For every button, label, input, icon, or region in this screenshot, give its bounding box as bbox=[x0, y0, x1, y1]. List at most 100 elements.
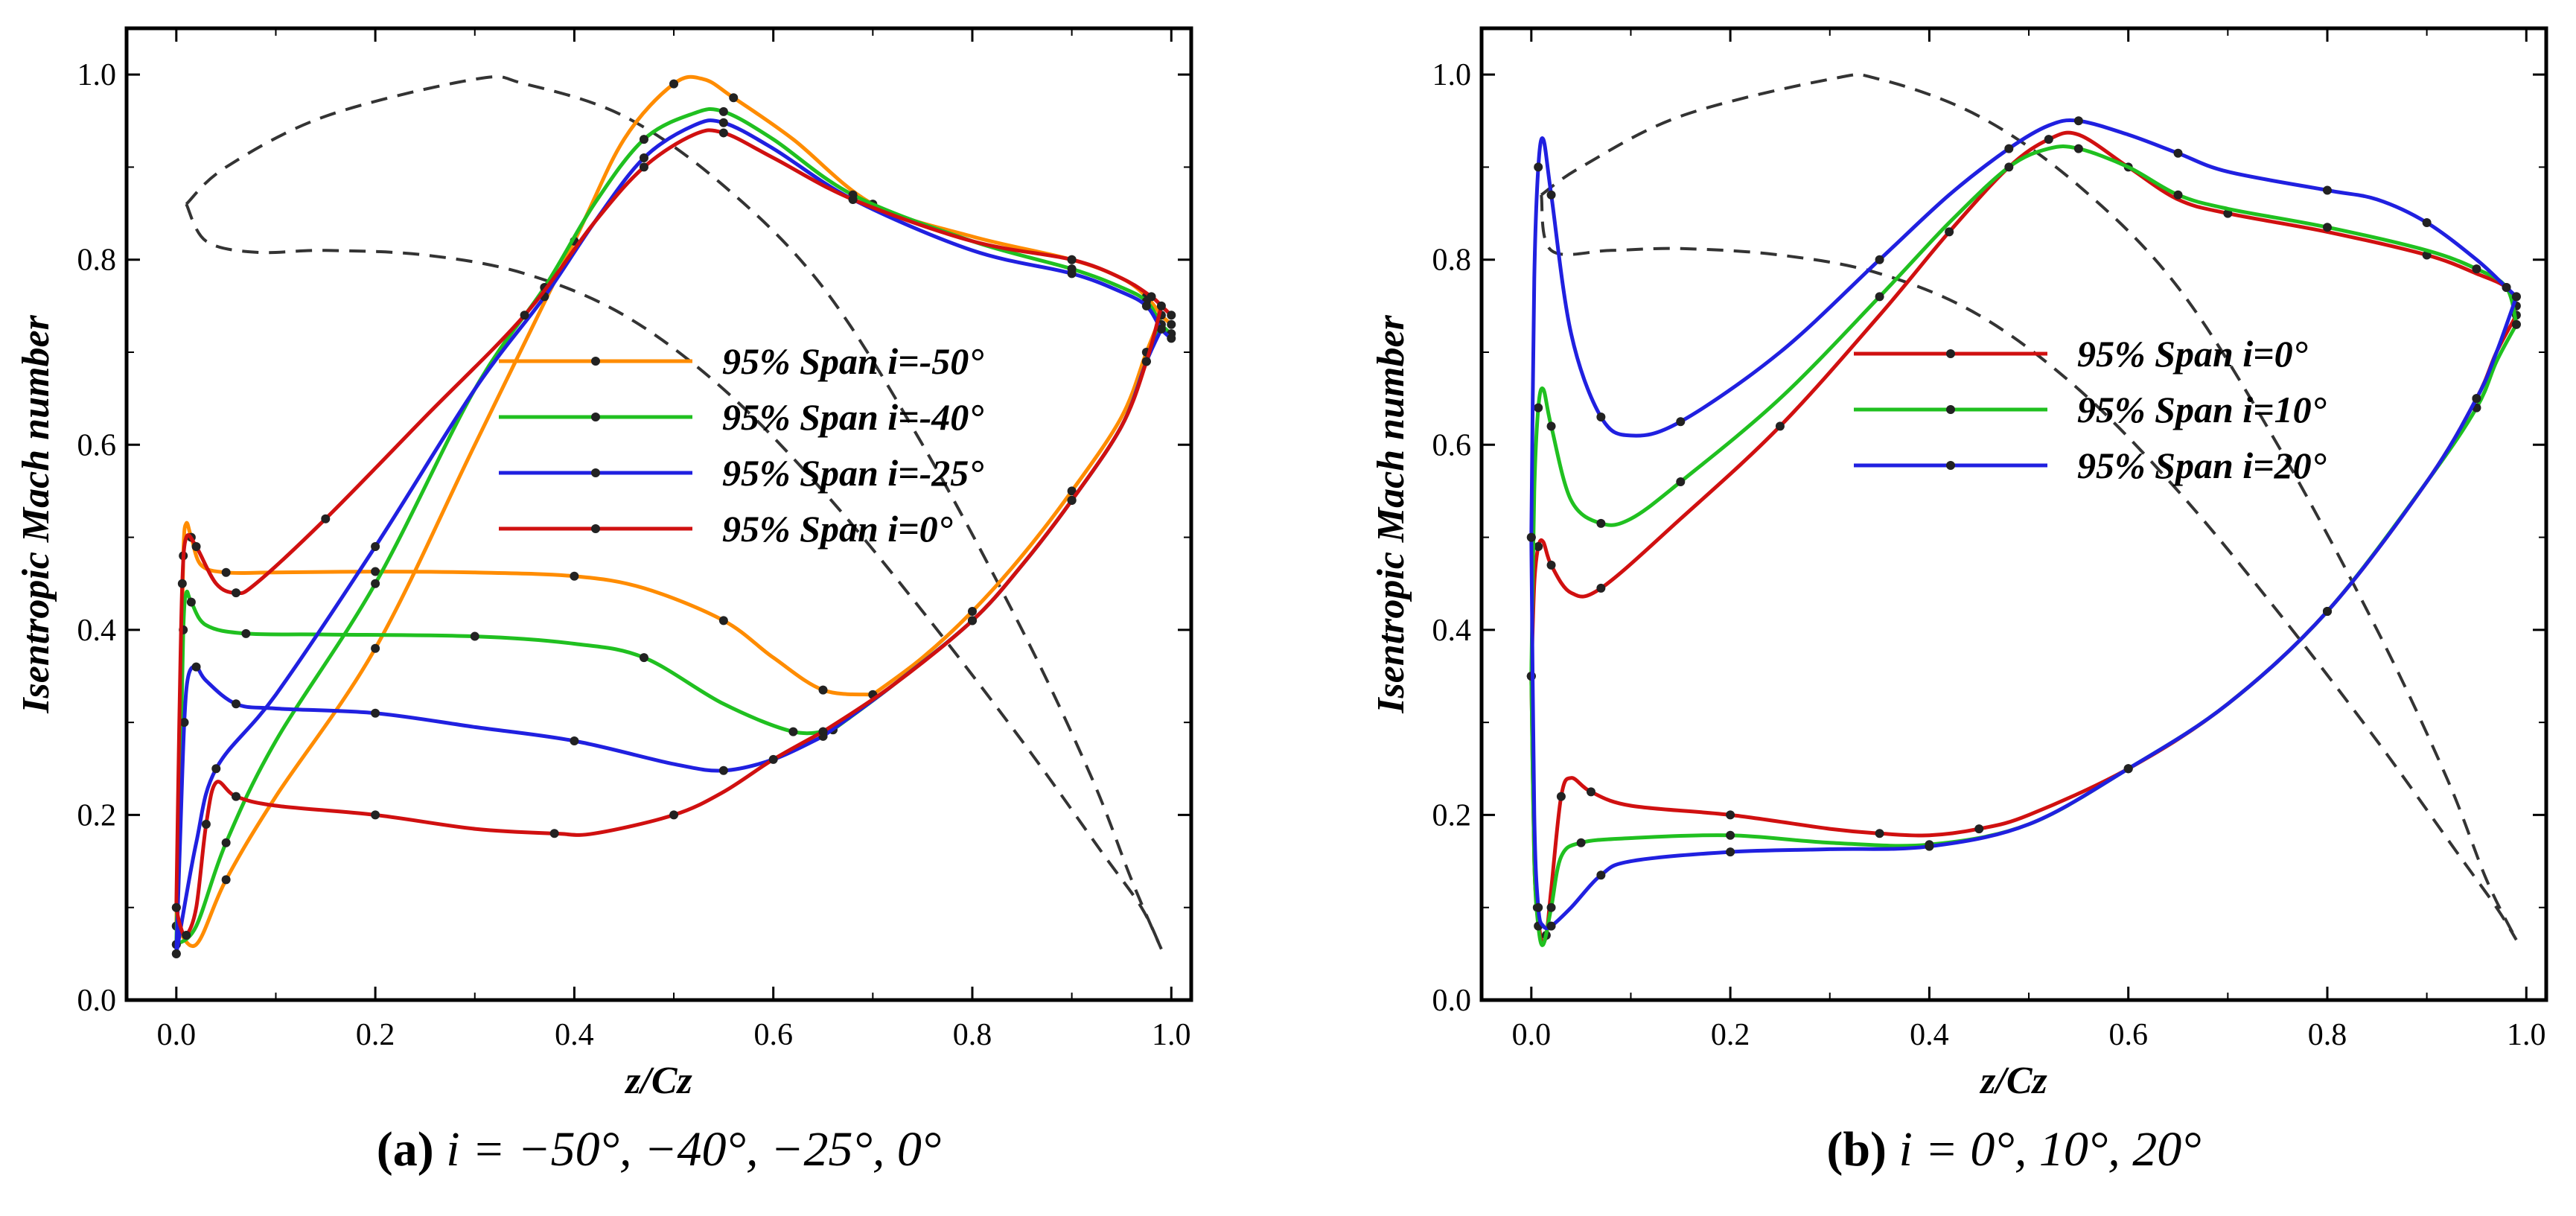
data-point bbox=[371, 810, 380, 820]
y-tick-label: 1.0 bbox=[77, 58, 117, 92]
data-point bbox=[718, 616, 728, 625]
data-point bbox=[639, 135, 648, 144]
series-3 bbox=[1526, 116, 2521, 931]
data-point bbox=[191, 662, 201, 672]
data-point bbox=[232, 699, 241, 709]
data-point bbox=[1556, 792, 1566, 801]
x-tick-label: 1.0 bbox=[2507, 1018, 2546, 1052]
data-point bbox=[639, 653, 648, 663]
x-axis-title: z/Cz bbox=[1979, 1060, 2047, 1102]
data-point bbox=[1141, 301, 1151, 311]
data-point bbox=[191, 542, 201, 551]
legend-marker-4 bbox=[591, 524, 600, 533]
data-point bbox=[818, 727, 828, 736]
data-point bbox=[1676, 477, 1686, 486]
y-axis-title: Isentropic Mach number bbox=[1370, 314, 1412, 713]
series-line-pressure bbox=[1529, 118, 2518, 538]
data-point bbox=[321, 514, 331, 523]
data-point bbox=[1167, 319, 1176, 329]
x-tick-label: 0.6 bbox=[753, 1018, 793, 1052]
data-point bbox=[848, 194, 858, 204]
legend-marker-1 bbox=[1946, 349, 1955, 358]
data-point bbox=[371, 567, 380, 576]
legend-label-1: 95% Span i=0° bbox=[2077, 333, 2308, 375]
legend-label-3: 95% Span i=20° bbox=[2077, 445, 2327, 486]
y-tick-label: 0.8 bbox=[77, 243, 117, 278]
x-tick-label: 0.8 bbox=[2308, 1018, 2347, 1052]
legend-marker-2 bbox=[1946, 405, 1955, 414]
caption-text: i = 0°, 10°, 20° bbox=[1887, 1122, 2202, 1177]
data-point bbox=[2502, 283, 2511, 292]
blade-profile-lower bbox=[185, 203, 1163, 950]
x-tick-label: 0.4 bbox=[555, 1018, 594, 1052]
data-point bbox=[1534, 403, 1543, 413]
chart-panel-b: 0.0 0.0 0.2 0.2 0.4 0.4 0.6 0.6 0.8 0.8 1.0 1.0 z/Cz… bbox=[1370, 26, 2548, 1177]
y-tick-label: 0.6 bbox=[1432, 428, 1472, 462]
data-point bbox=[2472, 264, 2481, 274]
series-line-lower bbox=[871, 314, 1164, 696]
legend-label-3: 95% Span i=-25° bbox=[722, 452, 983, 494]
data-point bbox=[1546, 421, 1556, 431]
data-point bbox=[186, 597, 196, 607]
data-point bbox=[1546, 903, 1556, 912]
data-point bbox=[718, 765, 728, 775]
x-tick-label: 0.4 bbox=[1910, 1018, 1949, 1052]
data-point bbox=[1067, 255, 1077, 264]
data-point bbox=[1875, 292, 1884, 302]
data-point bbox=[182, 931, 191, 940]
data-point bbox=[1596, 870, 1606, 880]
caption-letter: (b) bbox=[1826, 1122, 1887, 1177]
blade-profile-lower bbox=[1540, 194, 2518, 941]
data-point bbox=[1775, 421, 1785, 431]
data-point bbox=[1875, 829, 1884, 838]
data-point bbox=[177, 579, 187, 588]
series-line-lower bbox=[822, 305, 1164, 733]
data-point bbox=[1534, 903, 1543, 912]
y-tick-label: 1.0 bbox=[1432, 58, 1472, 92]
data-point bbox=[729, 93, 739, 103]
data-point bbox=[1156, 301, 1166, 311]
data-point bbox=[718, 128, 728, 138]
series-line-suction bbox=[1529, 296, 2519, 931]
legend-label-2: 95% Span i=-40° bbox=[722, 396, 983, 438]
data-point bbox=[1546, 921, 1556, 931]
data-point bbox=[221, 838, 231, 847]
chart-panel-a: 0.0 0.0 0.2 0.2 0.4 0.4 0.6 0.6 0.8 0.8 1.0 1.0 z/Cz… bbox=[15, 26, 1193, 1177]
data-point bbox=[1156, 324, 1166, 334]
data-point bbox=[232, 792, 241, 801]
legend: 95% Span i=0° 95% Span i=10° 95% Span i=20… bbox=[1854, 333, 2327, 486]
series-line-suction bbox=[174, 589, 834, 945]
blade-profile-upper bbox=[1540, 73, 2518, 941]
data-point bbox=[241, 628, 251, 638]
data-point bbox=[1067, 486, 1077, 496]
data-point bbox=[2173, 148, 2183, 158]
data-point bbox=[1925, 841, 1934, 851]
data-point bbox=[1945, 227, 1954, 237]
data-point bbox=[2322, 223, 2332, 232]
plot-frame bbox=[124, 26, 1193, 1002]
data-point bbox=[1726, 810, 1735, 820]
legend-marker-3 bbox=[1946, 461, 1955, 470]
x-tick-label: 0.8 bbox=[953, 1018, 992, 1052]
data-point bbox=[1147, 292, 1156, 302]
data-point bbox=[1726, 847, 1735, 857]
data-point bbox=[1974, 824, 1984, 834]
data-point bbox=[818, 685, 828, 695]
data-point bbox=[1534, 542, 1543, 551]
data-point bbox=[371, 708, 380, 718]
series-line-suction bbox=[174, 730, 824, 938]
data-point bbox=[1167, 334, 1176, 343]
data-point bbox=[171, 903, 181, 912]
data-point bbox=[2322, 185, 2332, 195]
series-line-suction bbox=[174, 664, 824, 954]
x-tick-label: 0.2 bbox=[1711, 1018, 1750, 1052]
y-tick-label: 0.8 bbox=[1432, 243, 1472, 278]
data-point bbox=[967, 616, 977, 625]
data-point bbox=[768, 754, 778, 764]
legend: 95% Span i=-50° 95% Span i=-40° 95% Span i… bbox=[499, 340, 983, 550]
data-point bbox=[2511, 292, 2521, 302]
data-point bbox=[2422, 218, 2432, 227]
data-point bbox=[1067, 269, 1077, 278]
data-point bbox=[371, 643, 380, 653]
